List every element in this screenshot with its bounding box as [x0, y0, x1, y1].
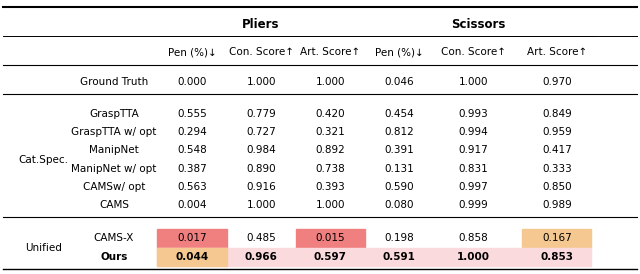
- Text: 0.044: 0.044: [175, 252, 209, 262]
- Text: 1.000: 1.000: [457, 252, 490, 262]
- Bar: [296, 229, 365, 248]
- Text: 0.391: 0.391: [385, 145, 414, 155]
- Text: Art. Score↑: Art. Score↑: [300, 47, 360, 57]
- Text: 0.004: 0.004: [177, 201, 207, 210]
- Text: Ground Truth: Ground Truth: [80, 77, 148, 87]
- Text: 0.727: 0.727: [246, 127, 276, 137]
- Bar: [522, 229, 591, 248]
- Text: ManipNet: ManipNet: [89, 145, 139, 155]
- Text: 0.738: 0.738: [316, 164, 345, 174]
- Text: GraspTTA w/ opt: GraspTTA w/ opt: [71, 127, 157, 137]
- Text: Pen (%)↓: Pen (%)↓: [168, 47, 216, 57]
- Bar: [157, 248, 227, 266]
- Text: 0.850: 0.850: [542, 182, 572, 192]
- Text: 0.080: 0.080: [385, 201, 414, 210]
- Text: 1.000: 1.000: [459, 77, 488, 87]
- Bar: [157, 229, 227, 248]
- Text: 0.131: 0.131: [385, 164, 414, 174]
- Text: 0.017: 0.017: [177, 233, 207, 243]
- Text: Pliers: Pliers: [243, 18, 280, 31]
- Text: 0.858: 0.858: [459, 233, 488, 243]
- Text: 0.015: 0.015: [316, 233, 345, 243]
- Text: 0.917: 0.917: [459, 145, 488, 155]
- Text: 0.989: 0.989: [542, 201, 572, 210]
- Text: 0.000: 0.000: [177, 77, 207, 87]
- Text: 0.167: 0.167: [542, 233, 572, 243]
- Text: 0.294: 0.294: [177, 127, 207, 137]
- Text: 0.890: 0.890: [246, 164, 276, 174]
- Text: 0.420: 0.420: [316, 109, 345, 119]
- Text: Con. Score↑: Con. Score↑: [441, 47, 506, 57]
- Text: CAMS: CAMS: [99, 201, 129, 210]
- Text: Unified: Unified: [25, 243, 62, 253]
- Text: 0.916: 0.916: [246, 182, 276, 192]
- Text: 0.454: 0.454: [385, 109, 414, 119]
- Text: 0.591: 0.591: [383, 252, 416, 262]
- Text: Cat.Spec.: Cat.Spec.: [19, 155, 68, 165]
- Text: 0.849: 0.849: [542, 109, 572, 119]
- Text: GraspTTA: GraspTTA: [89, 109, 139, 119]
- Text: Pen (%)↓: Pen (%)↓: [375, 47, 424, 57]
- Text: 0.993: 0.993: [459, 109, 488, 119]
- Text: 0.563: 0.563: [177, 182, 207, 192]
- Text: 0.999: 0.999: [459, 201, 488, 210]
- Text: Con. Score↑: Con. Score↑: [228, 47, 294, 57]
- Text: Scissors: Scissors: [451, 18, 505, 31]
- Text: 0.853: 0.853: [540, 252, 573, 262]
- Text: 0.966: 0.966: [244, 252, 278, 262]
- Text: 0.046: 0.046: [385, 77, 414, 87]
- Text: 0.994: 0.994: [459, 127, 488, 137]
- Text: 0.779: 0.779: [246, 109, 276, 119]
- Text: 0.892: 0.892: [316, 145, 345, 155]
- Text: 0.198: 0.198: [385, 233, 414, 243]
- Text: 0.333: 0.333: [542, 164, 572, 174]
- Text: 0.387: 0.387: [177, 164, 207, 174]
- Text: 0.417: 0.417: [542, 145, 572, 155]
- Text: 0.321: 0.321: [316, 127, 345, 137]
- Text: 0.831: 0.831: [459, 164, 488, 174]
- Text: 0.555: 0.555: [177, 109, 207, 119]
- Bar: [157, 248, 591, 266]
- Text: Ours: Ours: [100, 252, 127, 262]
- Text: CAMSw/ opt: CAMSw/ opt: [83, 182, 145, 192]
- Text: 0.597: 0.597: [314, 252, 347, 262]
- Text: 1.000: 1.000: [316, 77, 345, 87]
- Text: 0.485: 0.485: [246, 233, 276, 243]
- Text: 1.000: 1.000: [246, 77, 276, 87]
- Text: 1.000: 1.000: [246, 201, 276, 210]
- Text: 0.970: 0.970: [542, 77, 572, 87]
- Text: 0.984: 0.984: [246, 145, 276, 155]
- Text: Art. Score↑: Art. Score↑: [527, 47, 587, 57]
- Text: CAMS-X: CAMS-X: [93, 233, 134, 243]
- Text: 0.812: 0.812: [385, 127, 414, 137]
- Text: 0.997: 0.997: [459, 182, 488, 192]
- Text: 0.548: 0.548: [177, 145, 207, 155]
- Text: ManipNet w/ opt: ManipNet w/ opt: [71, 164, 157, 174]
- Text: 0.393: 0.393: [316, 182, 345, 192]
- Text: 1.000: 1.000: [316, 201, 345, 210]
- Text: 0.590: 0.590: [385, 182, 414, 192]
- Text: 0.959: 0.959: [542, 127, 572, 137]
